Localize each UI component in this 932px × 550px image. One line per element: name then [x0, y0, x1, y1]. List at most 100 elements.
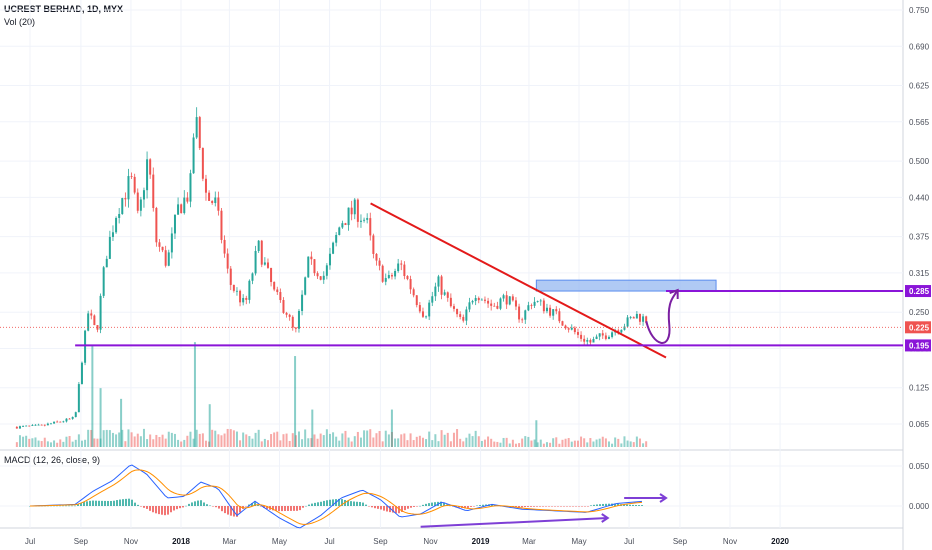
candle-body [242, 297, 245, 303]
candle-body [425, 316, 428, 318]
candle-body [558, 311, 561, 322]
time-tick-label: 2019 [472, 537, 490, 546]
macd-histogram-bar [125, 498, 127, 506]
candle-body [245, 297, 248, 300]
candle-body [341, 223, 344, 228]
macd-histogram-bar [197, 500, 199, 506]
candle-body [102, 267, 105, 296]
volume-bar [155, 434, 158, 447]
volume-bar [344, 430, 347, 447]
candle-body [459, 314, 462, 317]
candle-body [524, 310, 527, 320]
macd-histogram-bar [203, 502, 205, 506]
macd-histogram-bar [128, 498, 130, 506]
macd-histogram-bar [464, 506, 466, 509]
macd-histogram-bar [215, 506, 217, 508]
volume-bar [452, 432, 455, 447]
macd-histogram-bar [614, 503, 616, 506]
macd-histogram-bar [275, 506, 277, 511]
candle-body [369, 218, 372, 236]
macd-histogram-bar [62, 505, 64, 507]
volume-bar [49, 442, 52, 447]
candle-body [15, 427, 18, 429]
volume-bar [350, 441, 353, 447]
volume-bar [25, 435, 28, 447]
macd-histogram-bar [440, 501, 442, 506]
volume-bar [384, 430, 387, 447]
macd-histogram-bar [317, 502, 319, 506]
macd-histogram-bar [113, 500, 115, 506]
candle-body [549, 307, 552, 316]
macd-histogram-bar [641, 505, 643, 506]
macd-histogram-bar [482, 504, 484, 506]
candle-body [31, 425, 34, 426]
price-tag: 0.285 [909, 287, 930, 296]
macd-histogram-bar [29, 506, 31, 507]
macd-tick-label: 0.000 [909, 502, 930, 511]
volume-bar [254, 432, 257, 447]
macd-histogram-bar [107, 500, 109, 506]
volume-bar [201, 433, 204, 447]
candle-body [642, 316, 645, 322]
volume-bar [59, 439, 62, 447]
volume-bar [260, 441, 263, 447]
macd-histogram-bar [284, 506, 286, 512]
symbol-legend: UCREST BERHAD, 1D, MYX [4, 4, 124, 14]
candle-body [580, 334, 583, 339]
volume-spike [99, 388, 102, 447]
time-tick-label: Jul [324, 537, 334, 546]
candle-body [638, 313, 641, 322]
macd-histogram-bar [209, 505, 211, 506]
candle-body [601, 333, 604, 336]
volume-spike [535, 420, 538, 447]
candle-body [74, 412, 77, 417]
volume-bar [623, 436, 626, 447]
candle-body [149, 159, 152, 175]
candle-body [319, 276, 322, 280]
volume-bar [508, 443, 511, 447]
volume-bar [149, 434, 152, 447]
volume-bar [102, 430, 105, 447]
candle-body [561, 321, 564, 326]
volume-bar [406, 440, 409, 447]
macd-histogram-bar [296, 506, 298, 511]
volume-bar [226, 428, 229, 447]
macd-histogram-bar [137, 504, 139, 506]
volume-bar [80, 440, 83, 447]
volume-bar [195, 429, 198, 447]
volume-legend: Vol (20) [4, 17, 36, 27]
candle-body [403, 264, 406, 277]
candle-body [282, 300, 285, 313]
macd-histogram-bar [623, 504, 625, 506]
volume-bar [428, 431, 431, 447]
volume-bar [595, 439, 598, 447]
candle-body [521, 319, 524, 321]
volume-bar [214, 430, 217, 447]
macd-histogram-bar [572, 506, 574, 507]
candle-body [111, 232, 114, 237]
time-tick-label: Jul [624, 537, 634, 546]
macd-histogram-bar [83, 502, 85, 506]
macd-histogram-bar [617, 503, 619, 506]
volume-bar [204, 440, 207, 447]
price-tag: 0.195 [909, 341, 930, 350]
candle-body [273, 281, 276, 290]
price-tick-label: 0.690 [909, 42, 930, 51]
macd-histogram-bar [545, 506, 547, 507]
volume-spike [193, 342, 196, 447]
volume-bar [521, 438, 524, 447]
candle-body [115, 217, 118, 233]
macd-histogram-bar [569, 506, 571, 507]
macd-histogram-bar [71, 505, 73, 507]
candle-body [592, 338, 595, 343]
volume-bar [421, 437, 424, 447]
last-price-tag: 0.225 [909, 323, 930, 332]
candle-body [533, 301, 536, 306]
macd-histogram-bar [539, 506, 541, 507]
volume-bar [400, 434, 403, 447]
volume-bar [372, 437, 375, 447]
volume-bar [136, 433, 139, 447]
candle-body [589, 340, 592, 343]
candle-body [40, 424, 43, 426]
